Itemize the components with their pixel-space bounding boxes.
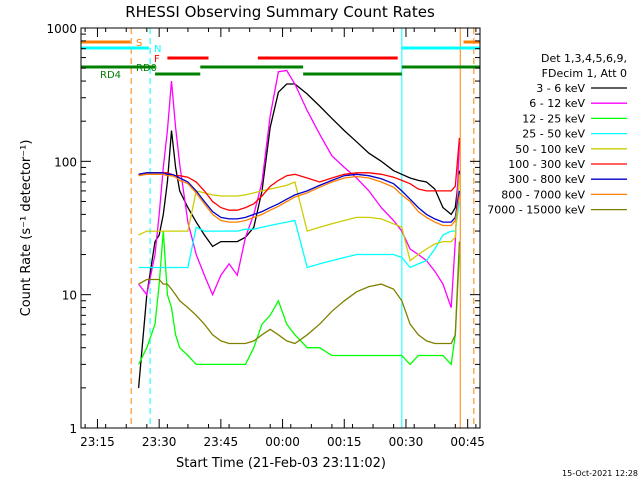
legend-label-3: 25 - 50 keV: [522, 128, 585, 141]
legend-label-8: 7000 - 15000 keV: [487, 204, 585, 217]
y-tick-label: 100: [54, 155, 77, 169]
legend-header-line2: FDecim 1, Att 0: [542, 67, 627, 80]
series-line-0: [137, 83, 461, 388]
flag-label-n: N: [154, 44, 161, 55]
legend-label-6: 300 - 800 keV: [508, 173, 585, 186]
legend-label-1: 6 - 12 keV: [529, 97, 585, 110]
legend-label-7: 800 - 7000 keV: [501, 188, 585, 201]
legend-label-5: 100 - 300 keV: [508, 158, 585, 171]
x-tick-label: 00:45: [450, 435, 485, 449]
flag-label-rd0: RD0: [136, 63, 157, 74]
plot-frame: [80, 27, 481, 429]
x-axis-ticks: 23:15 23:30 23:45 00:00 00:15 00:30 00:45: [80, 28, 485, 449]
x-tick-label: 00:00: [265, 435, 300, 449]
legend-label-4: 50 - 100 keV: [515, 143, 585, 156]
legend-label-2: 12 - 25 keV: [522, 112, 585, 125]
legend: Det 1,3,4,5,6,9, FDecim 1, Att 0 3 - 6 k…: [487, 52, 627, 217]
x-tick-label: 00:15: [327, 435, 362, 449]
y-tick-label: 10: [62, 289, 77, 303]
flag-label-rd4: RD4: [100, 70, 121, 81]
y-axis-ticks: 1 10 100 1000: [46, 22, 480, 436]
y-tick-label: 1: [69, 422, 77, 436]
series-line-4: [138, 174, 461, 262]
flag-label-s: S: [136, 38, 142, 49]
render-timestamp: 15-Oct-2021 12:28: [562, 469, 638, 478]
x-tick-label: 23:15: [80, 435, 115, 449]
series-line-7: [138, 173, 461, 227]
series-line-2: [138, 231, 461, 366]
series-line-3: [138, 201, 461, 269]
series-line-8: [138, 241, 461, 345]
y-axis-label: Count Rate (s⁻¹ detector⁻¹): [19, 140, 34, 317]
series-line-6: [138, 172, 461, 223]
flag-label-f: F: [154, 54, 160, 65]
x-axis-label: Start Time (21-Feb-03 23:11:02): [176, 456, 386, 471]
legend-header-line1: Det 1,3,4,5,6,9,: [541, 52, 627, 65]
vertical-markers: [130, 28, 475, 428]
x-tick-label: 00:30: [389, 435, 424, 449]
legend-label-0: 3 - 6 keV: [536, 82, 585, 95]
chart-title: RHESSI Observing Summary Count Rates: [125, 3, 435, 21]
y-tick-label: 1000: [46, 22, 77, 36]
series-line-1: [138, 69, 461, 308]
x-tick-label: 23:30: [142, 435, 177, 449]
x-tick-label: 23:45: [204, 435, 239, 449]
series-lines: [137, 69, 461, 388]
